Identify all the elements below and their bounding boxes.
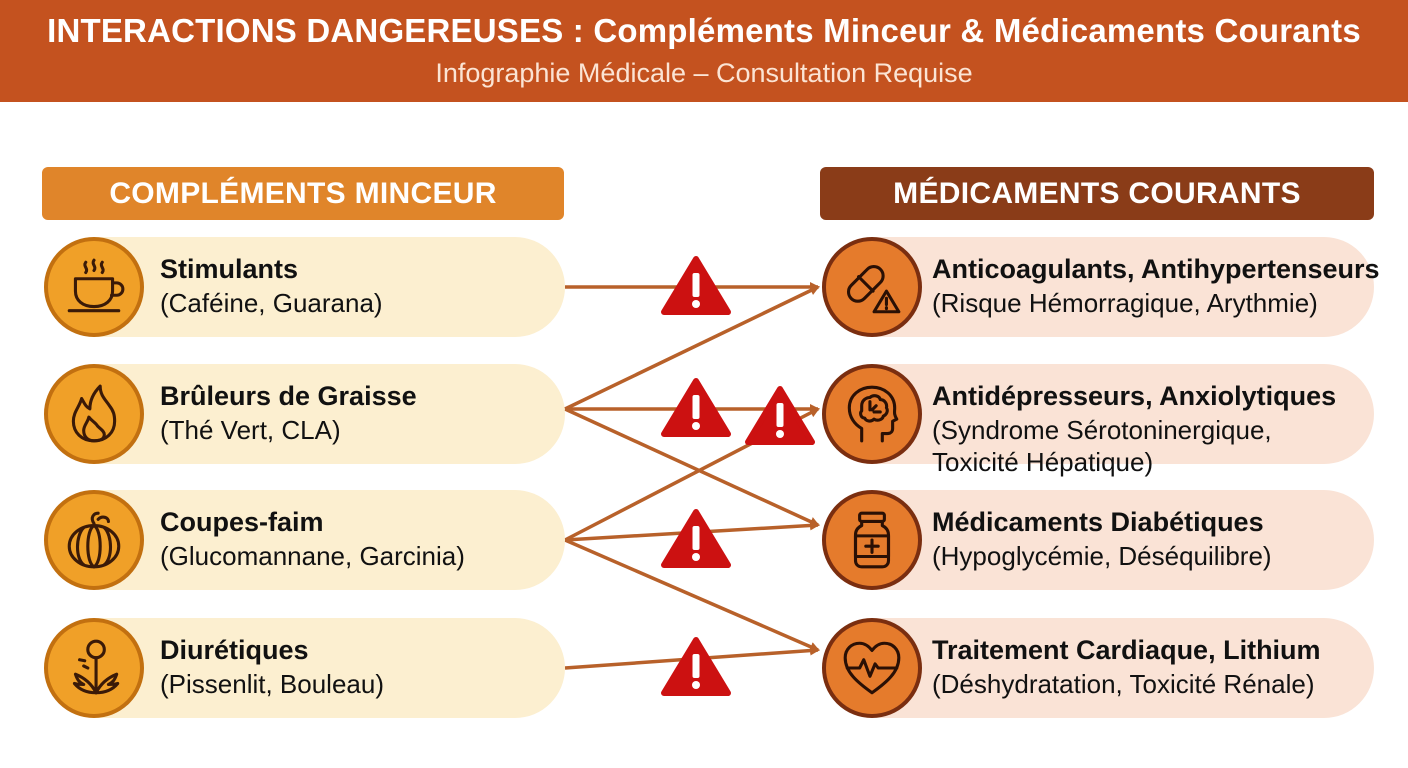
medication-detail-line-2: Toxicité Hépatique) (932, 447, 1154, 477)
supplement-item-diuretics: Diurétiques (Pissenlit, Bouleau) (44, 618, 565, 718)
warning-triangle-icon (661, 637, 731, 696)
warning-triangle-icon (661, 509, 731, 568)
supplement-detail: (Thé Vert, CLA) (160, 415, 341, 445)
brain-head-icon (822, 364, 922, 464)
medication-item-antidepressants: Antidépresseurs, Anxiolytiques (Syndrome… (822, 364, 1374, 477)
header-banner: INTERACTIONS DANGEREUSES : Compléments M… (0, 0, 1408, 102)
flame-icon (44, 364, 144, 464)
warning-triangle-icon (661, 378, 731, 437)
medication-detail: (Risque Hémorragique, Arythmie) (932, 288, 1318, 318)
supplements-column-header: COMPLÉMENTS MINCEUR (42, 167, 564, 220)
supplement-item-stimulants: Stimulants (Caféine, Guarana) (44, 237, 565, 337)
dandelion-icon (44, 618, 144, 718)
supplement-item-appetite-suppressants: Coupes-faim (Glucomannane, Garcinia) (44, 490, 565, 590)
interaction-arrow (564, 538, 820, 652)
medication-detail: (Déshydratation, Toxicité Rénale) (932, 669, 1315, 699)
medication-detail: (Syndrome Sérotoninergique, (932, 415, 1272, 445)
heart-pulse-icon (822, 618, 922, 718)
medication-name: Médicaments Diabétiques (932, 507, 1264, 537)
medications-column-header: MÉDICAMENTS COURANTS (820, 167, 1374, 220)
interaction-arrow (564, 407, 820, 527)
pill-warning-icon (822, 237, 922, 337)
warning-triangle-icon (745, 386, 815, 445)
supplement-name: Diurétiques (160, 635, 309, 665)
medication-name: Traitement Cardiaque, Lithium (932, 635, 1321, 665)
medication-item-diabetes: Médicaments Diabétiques (Hypoglycémie, D… (822, 490, 1374, 590)
medicine-bottle-icon (822, 490, 922, 590)
medication-detail: (Hypoglycémie, Déséquilibre) (932, 541, 1272, 571)
interaction-arrow (564, 285, 820, 411)
supplement-name: Stimulants (160, 254, 299, 284)
coffee-cup-icon (44, 237, 144, 337)
page-subtitle: Infographie Médicale – Consultation Requ… (435, 58, 973, 88)
supplement-detail: (Glucomannane, Garcinia) (160, 541, 465, 571)
supplement-name: Coupes-faim (160, 507, 324, 537)
supplement-detail: (Pissenlit, Bouleau) (160, 669, 384, 699)
supplement-item-fat-burners: Brûleurs de Graisse (Thé Vert, CLA) (44, 364, 565, 464)
medication-item-anticoagulants: Anticoagulants, Antihypertenseurs (Risqu… (822, 237, 1380, 337)
supplement-detail: (Caféine, Guarana) (160, 288, 383, 318)
pumpkin-icon (44, 490, 144, 590)
page-title: INTERACTIONS DANGEREUSES : Compléments M… (47, 12, 1361, 49)
medication-name: Anticoagulants, Antihypertenseurs (932, 254, 1380, 284)
medication-item-cardiac: Traitement Cardiaque, Lithium (Déshydrat… (822, 618, 1374, 718)
warning-triangle-icon (661, 256, 731, 315)
supplement-name: Brûleurs de Graisse (160, 381, 417, 411)
medication-name: Antidépresseurs, Anxiolytiques (932, 381, 1337, 411)
